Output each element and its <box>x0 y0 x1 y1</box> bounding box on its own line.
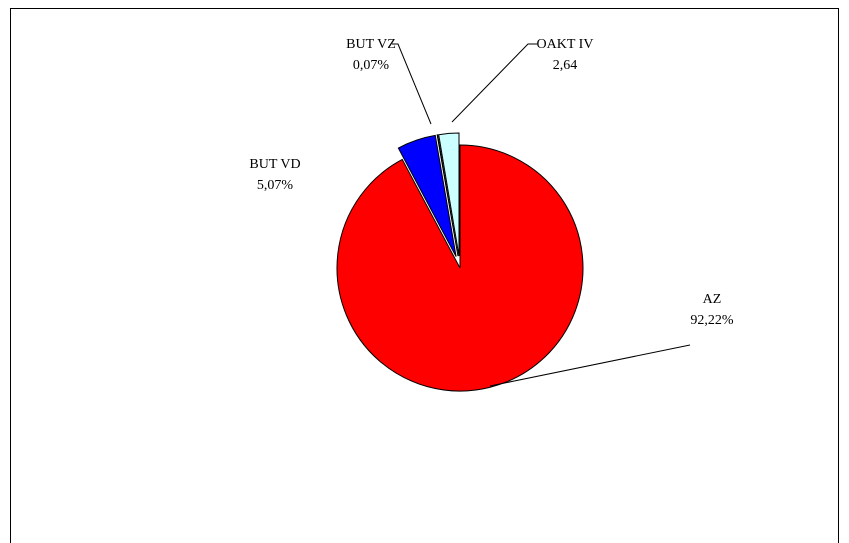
labels: AZ 92,22% BUT VD 5,07% BUT VZ 0,07% OAKT IV 2,6… <box>249 37 734 387</box>
pie-slice <box>397 134 457 257</box>
slice-label: BUT VZ <box>346 37 396 52</box>
slice-label: BUT VD <box>249 157 300 172</box>
leader-line <box>392 43 432 125</box>
pie-slice <box>438 132 460 257</box>
slice-label: OAKT IV <box>537 37 594 52</box>
leader-line <box>451 43 537 123</box>
slice-label: AZ <box>703 292 722 307</box>
leader-line <box>489 344 691 387</box>
slice-value-label: 92,22% <box>690 313 734 328</box>
slice-value-label: 2,64 <box>553 58 578 73</box>
slice-value-label: 5,07% <box>257 178 294 193</box>
pie-slice <box>336 144 584 392</box>
pie-slice <box>436 134 459 257</box>
slice-value-label: 0,07% <box>353 58 390 73</box>
pie <box>336 132 584 392</box>
chart-frame <box>10 8 839 543</box>
